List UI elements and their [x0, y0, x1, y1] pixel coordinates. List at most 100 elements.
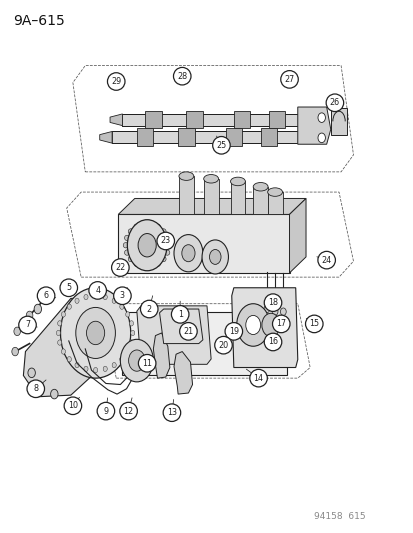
Ellipse shape: [166, 243, 171, 248]
Text: 29: 29: [111, 77, 121, 86]
Text: 19: 19: [228, 327, 238, 336]
Circle shape: [14, 327, 21, 336]
Text: 4: 4: [95, 286, 100, 295]
Polygon shape: [145, 111, 161, 128]
Circle shape: [57, 321, 62, 326]
Ellipse shape: [134, 261, 139, 266]
Circle shape: [271, 308, 277, 316]
Ellipse shape: [203, 174, 218, 183]
Ellipse shape: [249, 369, 267, 387]
Polygon shape: [231, 288, 297, 368]
Polygon shape: [203, 179, 218, 214]
Circle shape: [60, 288, 131, 378]
Circle shape: [26, 311, 33, 320]
Polygon shape: [230, 181, 245, 214]
Ellipse shape: [317, 252, 335, 269]
Text: 8: 8: [33, 384, 38, 393]
Text: 15: 15: [309, 319, 318, 328]
Ellipse shape: [128, 229, 133, 234]
Circle shape: [317, 113, 325, 123]
Ellipse shape: [141, 264, 145, 269]
Text: 26: 26: [329, 98, 339, 107]
Circle shape: [28, 368, 35, 377]
Ellipse shape: [325, 94, 343, 111]
Polygon shape: [118, 198, 305, 214]
Polygon shape: [137, 306, 211, 365]
Polygon shape: [110, 114, 122, 126]
Ellipse shape: [37, 287, 55, 304]
Text: 14: 14: [253, 374, 263, 383]
Ellipse shape: [27, 380, 45, 398]
Circle shape: [61, 312, 65, 317]
Text: 20: 20: [218, 341, 228, 350]
Circle shape: [126, 349, 130, 354]
Text: 23: 23: [160, 237, 171, 246]
Circle shape: [112, 298, 116, 303]
Ellipse shape: [97, 402, 114, 420]
Ellipse shape: [225, 322, 242, 340]
Circle shape: [236, 304, 269, 346]
Circle shape: [261, 313, 279, 337]
Circle shape: [86, 321, 104, 345]
Text: 25: 25: [216, 141, 226, 150]
Text: 3: 3: [120, 291, 125, 300]
Circle shape: [84, 294, 88, 300]
Ellipse shape: [178, 172, 193, 180]
Polygon shape: [233, 111, 250, 128]
Circle shape: [12, 348, 19, 356]
Ellipse shape: [89, 281, 106, 299]
Polygon shape: [118, 214, 289, 273]
Ellipse shape: [140, 300, 158, 318]
Polygon shape: [122, 312, 287, 375]
Ellipse shape: [114, 287, 131, 304]
Text: 22: 22: [115, 263, 125, 272]
Polygon shape: [178, 176, 193, 214]
Circle shape: [56, 330, 60, 336]
Circle shape: [126, 312, 130, 317]
Ellipse shape: [128, 256, 133, 262]
Polygon shape: [100, 132, 112, 143]
Ellipse shape: [19, 316, 36, 334]
Ellipse shape: [112, 259, 129, 276]
Ellipse shape: [230, 177, 245, 185]
Circle shape: [61, 349, 65, 354]
Text: 7: 7: [25, 320, 30, 329]
Text: 18: 18: [267, 298, 278, 307]
Ellipse shape: [134, 224, 139, 229]
Ellipse shape: [164, 235, 169, 240]
Text: 5: 5: [66, 283, 71, 292]
Circle shape: [119, 357, 123, 362]
Circle shape: [280, 308, 285, 316]
Polygon shape: [178, 128, 194, 146]
Circle shape: [173, 235, 202, 272]
Circle shape: [120, 340, 153, 382]
Ellipse shape: [148, 221, 153, 227]
Ellipse shape: [123, 243, 128, 248]
Ellipse shape: [212, 136, 230, 154]
Polygon shape: [186, 111, 202, 128]
Ellipse shape: [305, 315, 322, 333]
Ellipse shape: [214, 336, 232, 354]
Polygon shape: [268, 111, 285, 128]
Circle shape: [93, 293, 97, 298]
Text: 9: 9: [103, 407, 108, 416]
Text: 2: 2: [146, 304, 152, 313]
Text: 9A–615: 9A–615: [13, 14, 65, 28]
Ellipse shape: [148, 264, 153, 269]
Circle shape: [103, 366, 107, 372]
Text: 94158  615: 94158 615: [313, 512, 365, 521]
Text: 27: 27: [284, 75, 294, 84]
Circle shape: [76, 308, 115, 359]
Ellipse shape: [280, 70, 298, 88]
Polygon shape: [23, 298, 91, 397]
Ellipse shape: [138, 354, 156, 372]
Ellipse shape: [155, 261, 160, 266]
Text: 10: 10: [68, 401, 78, 410]
Ellipse shape: [161, 229, 166, 234]
Circle shape: [317, 133, 325, 143]
Circle shape: [67, 304, 71, 309]
Circle shape: [131, 330, 135, 336]
Text: 17: 17: [275, 319, 286, 328]
Circle shape: [34, 304, 41, 314]
Polygon shape: [253, 187, 268, 214]
